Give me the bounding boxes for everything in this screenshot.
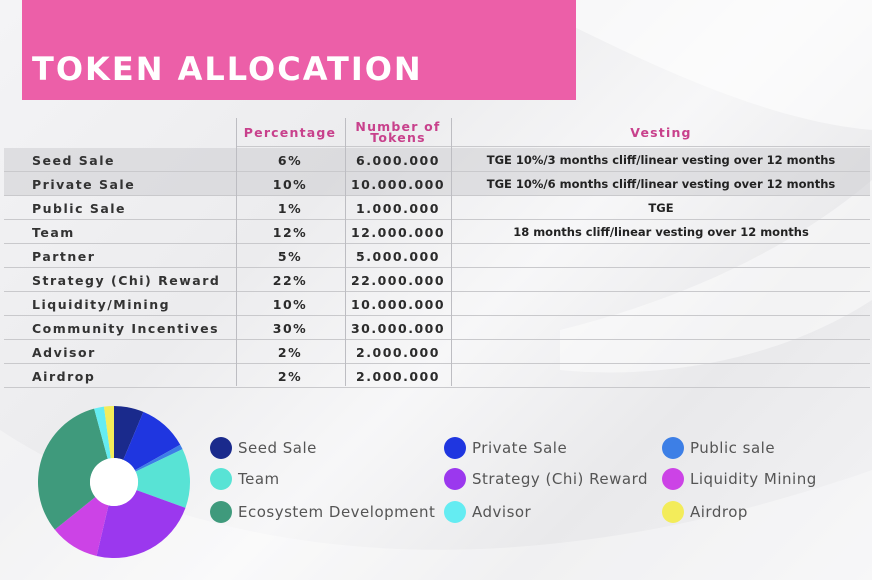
pie-slice [135,449,191,508]
row-tokens: 30.000.000 [350,320,446,336]
legend-swatch [662,501,684,523]
row-name: Strategy (Chi) Reward [32,272,221,288]
row-name: Advisor [32,344,96,360]
row-vesting: TGE 10%/6 months cliff/linear vesting ov… [486,177,836,191]
row-percentage: 22% [272,272,308,288]
header-divider [236,146,870,147]
legend-swatch [210,501,232,523]
row-percentage: 6% [277,152,303,168]
table-row: Strategy (Chi) Reward 22% 22.000.000 [4,268,870,292]
row-vesting: TGE [648,201,674,215]
row-name: Team [32,224,75,240]
table-row: Community Incentives 30% 30.000.000 [4,316,870,340]
row-tokens: 12.000.000 [350,224,446,240]
legend-label: Strategy (Chi) Reward [472,470,649,488]
row-tokens: 6.000.000 [356,152,440,168]
table-row: Public Sale 1% 1.000.000 TGE [4,196,870,220]
legend-label: Advisor [472,503,532,521]
title-banner: TOKEN ALLOCATION [22,0,576,100]
table-row: Airdrop 2% 2.000.000 [4,364,870,388]
pie-slice [54,497,109,556]
row-vesting [452,292,870,316]
column-divider [451,118,452,386]
legend-swatch [662,437,684,459]
row-name: Liquidity/Mining [32,296,171,312]
table-row: Seed Sale 6% 6.000.000 TGE 10%/3 months cli… [4,148,870,172]
row-percentage: 5% [277,248,303,264]
pie-slice [123,411,181,471]
header-vesting: Vesting [630,124,692,140]
pie-slice [134,444,183,472]
column-divider [345,118,346,386]
table-row: Liquidity/Mining 10% 10.000.000 [4,292,870,316]
legend-entry: Team [210,467,280,491]
header-number-of-tokens: Number of Tokens [355,119,441,145]
column-divider [236,118,237,386]
row-vesting [452,364,870,388]
legend-label: Private Sale [472,439,568,457]
row-vesting [452,244,870,268]
row-percentage: 10% [272,296,308,312]
pie-slice [94,406,111,459]
legend-label: Team [238,470,280,488]
table-header: Percentage Number of Tokens Vesting [4,116,870,148]
table-row: Advisor 2% 2.000.000 [4,340,870,364]
table-row: Team 12% 12.000.000 18 months cliff/linear … [4,220,870,244]
legend-swatch [210,468,232,490]
row-vesting: TGE 10%/3 months cliff/linear vesting ov… [486,153,836,167]
row-vesting [452,340,870,364]
legend-label: Liquidity Mining [690,470,817,488]
table-row: Private Sale 10% 10.000.000 TGE 10%/6 month… [4,172,870,196]
row-tokens: 10.000.000 [350,176,446,192]
row-name: Airdrop [32,368,96,384]
pie-slice [37,408,108,530]
legend-label: Public sale [690,439,776,457]
row-name: Community Incentives [32,320,220,336]
legend-label: Seed Sale [238,439,317,457]
header-percentage: Percentage [243,124,337,140]
legend-entry: Private Sale [444,436,567,460]
legend-swatch [662,468,684,490]
legend-swatch [444,437,466,459]
row-tokens: 2.000.000 [356,368,440,384]
donut-hole [90,458,138,506]
row-name: Public Sale [32,200,127,216]
legend-swatch [210,437,232,459]
legend-swatch [444,501,466,523]
row-tokens: 10.000.000 [350,296,446,312]
table-row: Partner 5% 5.000.000 [4,244,870,268]
legend-entry: Strategy (Chi) Reward [444,467,648,491]
row-vesting [452,268,870,292]
legend-entry: Seed Sale [210,436,317,460]
row-tokens: 22.000.000 [350,272,446,288]
page-title: TOKEN ALLOCATION [32,50,423,88]
row-tokens: 1.000.000 [356,200,440,216]
legend-entry: Advisor [444,500,531,524]
legend-label: Ecosystem Development [238,503,436,521]
row-name: Partner [32,248,96,264]
pie-slice [96,490,186,558]
row-vesting [452,316,870,340]
pie-slice [103,406,114,459]
row-name: Seed Sale [32,152,115,168]
legend-entry: Ecosystem Development [210,500,435,524]
legend-swatch [444,468,466,490]
row-tokens: 2.000.000 [356,344,440,360]
row-percentage: 12% [272,224,308,240]
legend-entry: Airdrop [662,500,748,524]
legend-label: Airdrop [690,503,748,521]
legend-entry: Public sale [662,436,775,460]
legend-entry: Liquidity Mining [662,467,817,491]
allocation-donut-chart [37,406,191,558]
row-percentage: 2% [277,344,303,360]
row-percentage: 2% [277,368,303,384]
row-tokens: 5.000.000 [356,248,440,264]
row-percentage: 30% [272,320,308,336]
row-percentage: 10% [272,176,308,192]
row-vesting: 18 months cliff/linear vesting over 12 m… [513,225,809,239]
row-name: Private Sale [32,176,136,192]
row-percentage: 1% [277,200,303,216]
pie-slice [114,406,144,460]
